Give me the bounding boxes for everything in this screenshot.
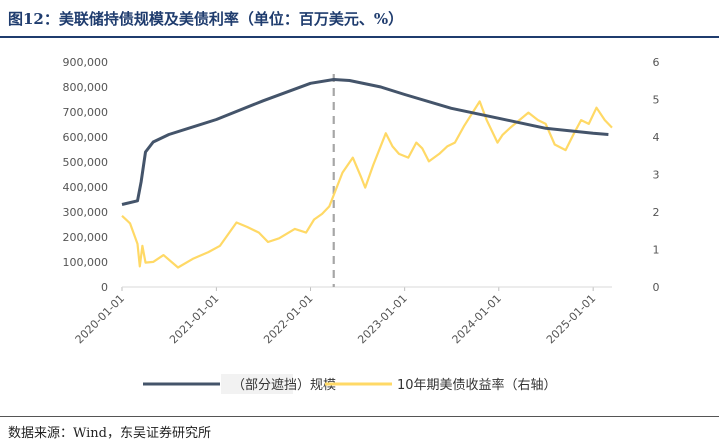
right-tick-label: 4 — [653, 131, 660, 144]
left-tick-label: 600,000 — [63, 131, 109, 144]
right-tick-label: 3 — [653, 169, 660, 182]
left-tick-label: 400,000 — [63, 181, 109, 194]
left-tick-label: 900,000 — [63, 56, 109, 69]
bottom-rule — [0, 416, 719, 417]
legend-label-holdings: （部分遮挡）规模 — [232, 377, 336, 393]
figure-title: 图12：美联储持债规模及美债利率（单位：百万美元、%） — [8, 10, 404, 28]
right-tick-label: 1 — [653, 244, 660, 257]
left-tick-label: 100,000 — [63, 256, 109, 269]
x-tick-label: 2024-01-01 — [450, 292, 504, 346]
right-tick-label: 5 — [653, 94, 660, 107]
legend-label-occlusion — [221, 374, 293, 394]
left-tick-label: 500,000 — [63, 156, 109, 169]
source-note: 数据来源：Wind，东吴证券研究所 — [8, 426, 211, 441]
left-tick-label: 300,000 — [63, 206, 109, 219]
x-axis-ticks: 2020-01-01 2021-01-01 2022-01-01 2023-01-01… — [73, 287, 598, 346]
x-tick-label: 2022-01-01 — [261, 292, 315, 346]
legend-label-yield: 10年期美债收益率（右轴） — [397, 377, 557, 393]
title-bar: 图12：美联储持债规模及美债利率（单位：百万美元、%） — [0, 0, 719, 38]
x-tick-label: 2020-01-01 — [73, 292, 127, 346]
legend: （部分遮挡）规模 10年期美债收益率（右轴） — [143, 374, 557, 394]
left-tick-label: 200,000 — [63, 231, 109, 244]
x-tick-label: 2023-01-01 — [355, 292, 409, 346]
right-axis-ticks: 0 1 2 3 4 5 6 — [653, 56, 660, 294]
right-tick-label: 6 — [653, 56, 660, 69]
left-tick-label: 800,000 — [63, 81, 109, 94]
left-axis-ticks: 0 100,000 200,000 300,000 400,000 500,000 600,… — [63, 56, 109, 294]
series-line-yield — [121, 100, 613, 269]
x-tick-label: 2021-01-01 — [167, 292, 221, 346]
x-tick-label: 2025-01-01 — [544, 292, 598, 346]
left-tick-label: 0 — [101, 281, 108, 294]
right-tick-label: 2 — [653, 206, 660, 219]
right-tick-label: 0 — [653, 281, 660, 294]
title-rule — [0, 36, 719, 38]
series-line-holdings — [121, 78, 609, 206]
left-tick-label: 700,000 — [63, 106, 109, 119]
